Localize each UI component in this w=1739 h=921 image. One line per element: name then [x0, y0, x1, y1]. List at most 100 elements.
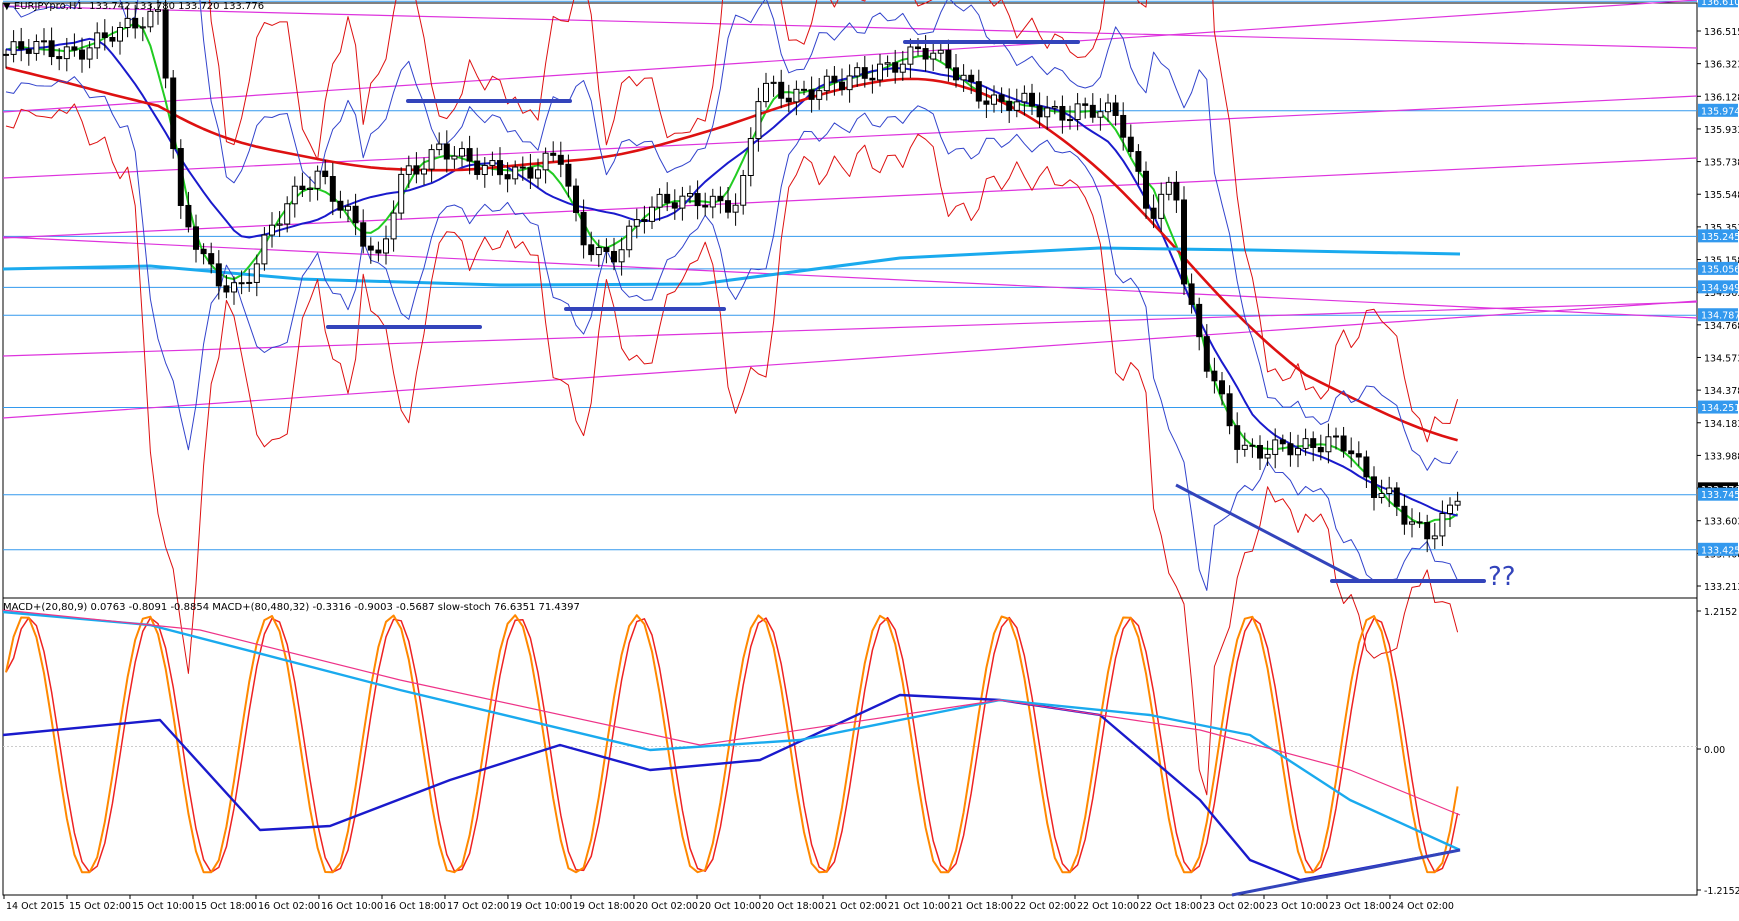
candle-body	[1120, 114, 1127, 138]
candle-body	[1416, 521, 1423, 524]
price-tick-label: 134.963	[1704, 288, 1739, 299]
candle-body	[1386, 487, 1393, 494]
trend-line	[2, 236, 1698, 319]
price-tick-label: 134.183	[1704, 419, 1739, 430]
candle-body	[535, 169, 541, 179]
price-tag	[1698, 0, 1738, 8]
dropdown-arrow-icon[interactable]: ▼	[3, 1, 14, 12]
candle-body	[1082, 103, 1089, 106]
time-tick-label: 16 Oct 18:00	[384, 901, 446, 912]
candle-body	[246, 281, 253, 284]
candle-body	[1257, 444, 1263, 459]
trend-line	[2, 301, 1698, 357]
bollinger-upper	[5, 0, 1459, 471]
time-tick-label: 21 Oct 18:00	[951, 901, 1013, 912]
candle-body	[892, 62, 899, 73]
bollinger-lower	[5, 76, 1459, 591]
price-tag	[1698, 400, 1738, 414]
candle-body	[1143, 170, 1149, 209]
candle-body	[671, 202, 678, 209]
time-tick-label: 22 Oct 10:00	[1077, 901, 1139, 912]
time-tick-label: 15 Oct 18:00	[195, 901, 257, 912]
candle-body	[633, 219, 640, 227]
candle-body	[755, 101, 762, 140]
candle-body	[1203, 336, 1210, 372]
candle-body	[1264, 453, 1271, 459]
candle-body	[1424, 522, 1431, 540]
candle-body	[998, 94, 1005, 102]
candle-body	[618, 249, 625, 263]
candle-body	[200, 248, 207, 255]
candle-body	[1158, 193, 1165, 219]
candle-body	[337, 200, 344, 211]
candle-body	[1059, 105, 1066, 121]
candle-body	[1234, 425, 1241, 450]
candle-body	[1036, 105, 1043, 118]
candle-body	[793, 88, 800, 103]
candle-body	[861, 67, 868, 79]
candle-body	[413, 165, 420, 175]
candle-body	[428, 149, 435, 170]
candle-body	[808, 89, 815, 100]
candle-body	[101, 32, 108, 39]
time-tick-label: 23 Oct 10:00	[1266, 901, 1328, 912]
candle-body	[1241, 444, 1248, 450]
trend-line	[2, 0, 1698, 113]
candle-body	[185, 204, 192, 228]
symbol-info: ▼ EURJPYpro,H1 133.742 133.780 133.720 1…	[3, 1, 264, 12]
candle-body	[466, 148, 473, 162]
candle-body	[109, 37, 116, 42]
candle-body	[1044, 107, 1051, 118]
candle-body	[10, 41, 17, 55]
price-tag	[1698, 103, 1738, 117]
price-tick-label: 133.603	[1704, 517, 1739, 528]
price-tick-label: 133.213	[1704, 582, 1739, 593]
price-tag	[1698, 229, 1738, 243]
candle-body	[345, 205, 351, 211]
candle-body	[238, 282, 245, 285]
candle-body	[253, 263, 260, 283]
stochastic-signal-line	[5, 616, 1459, 873]
candle-body	[1302, 438, 1309, 449]
candle-body	[1112, 102, 1119, 116]
candle-body	[1272, 439, 1279, 455]
candle-body	[975, 81, 982, 102]
candle-body	[329, 176, 336, 202]
candle-body	[519, 166, 526, 169]
candle-body	[79, 49, 85, 60]
candle-body	[1439, 513, 1446, 537]
indicator-divergence-line	[1231, 848, 1461, 897]
candle-body	[1378, 492, 1385, 498]
red-envelope-lower	[5, 103, 1459, 796]
candle-body	[1135, 151, 1142, 172]
candle-body	[915, 46, 921, 50]
candle-body	[481, 164, 488, 175]
candle-body	[436, 143, 443, 151]
candle-body	[816, 90, 823, 100]
candle-body	[1363, 456, 1370, 478]
candle-body	[588, 244, 595, 256]
candle-body	[983, 100, 990, 105]
trend-line	[2, 95, 1698, 179]
candle-body	[41, 40, 47, 43]
candle-body	[421, 168, 427, 175]
time-tick-label: 17 Oct 02:00	[447, 901, 509, 912]
candle-body	[390, 212, 397, 240]
candle-body	[580, 211, 587, 246]
price-tag	[1698, 280, 1738, 294]
candle-body	[565, 163, 572, 187]
time-tick-label: 22 Oct 02:00	[1014, 901, 1076, 912]
candle-body	[884, 62, 891, 65]
candle-body	[1287, 443, 1294, 456]
candle-body	[352, 205, 359, 224]
candle-body	[1173, 181, 1180, 201]
candle-body	[1097, 111, 1104, 118]
price-tick-label: 135.933	[1704, 125, 1739, 136]
candle-body	[1127, 136, 1134, 153]
candle-body	[1348, 450, 1355, 455]
price-tick-label: 135.548	[1704, 190, 1739, 201]
candle-body	[375, 249, 382, 254]
candle-body	[1355, 453, 1362, 458]
